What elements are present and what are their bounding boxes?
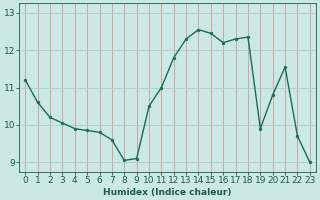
X-axis label: Humidex (Indice chaleur): Humidex (Indice chaleur) xyxy=(103,188,232,197)
